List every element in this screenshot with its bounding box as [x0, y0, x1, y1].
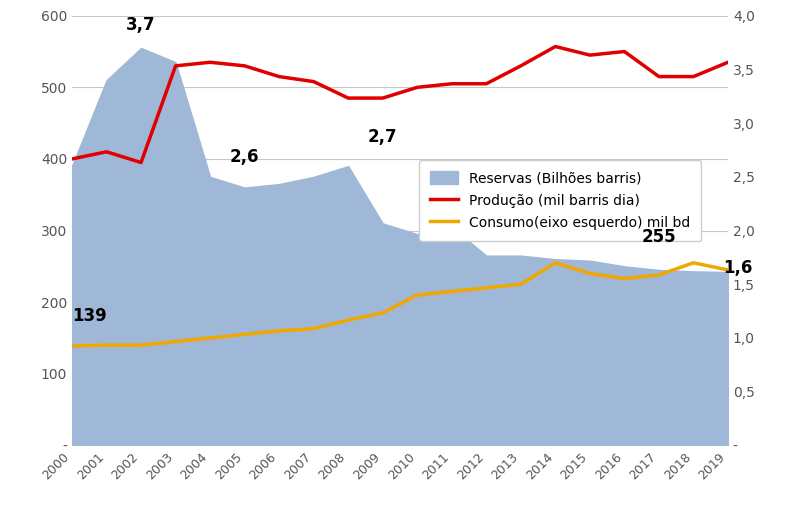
Text: 3,7: 3,7 [126, 16, 156, 34]
Text: 255: 255 [642, 228, 676, 246]
Text: 139: 139 [72, 307, 106, 325]
Text: 2,6: 2,6 [230, 148, 259, 166]
Text: 2,7: 2,7 [368, 128, 398, 146]
Text: 1,6: 1,6 [723, 259, 752, 277]
Legend: Reservas (Bilhões barris), Produção (mil barris dia), Consumo(eixo esquerdo) mil: Reservas (Bilhões barris), Produção (mil… [419, 160, 702, 241]
